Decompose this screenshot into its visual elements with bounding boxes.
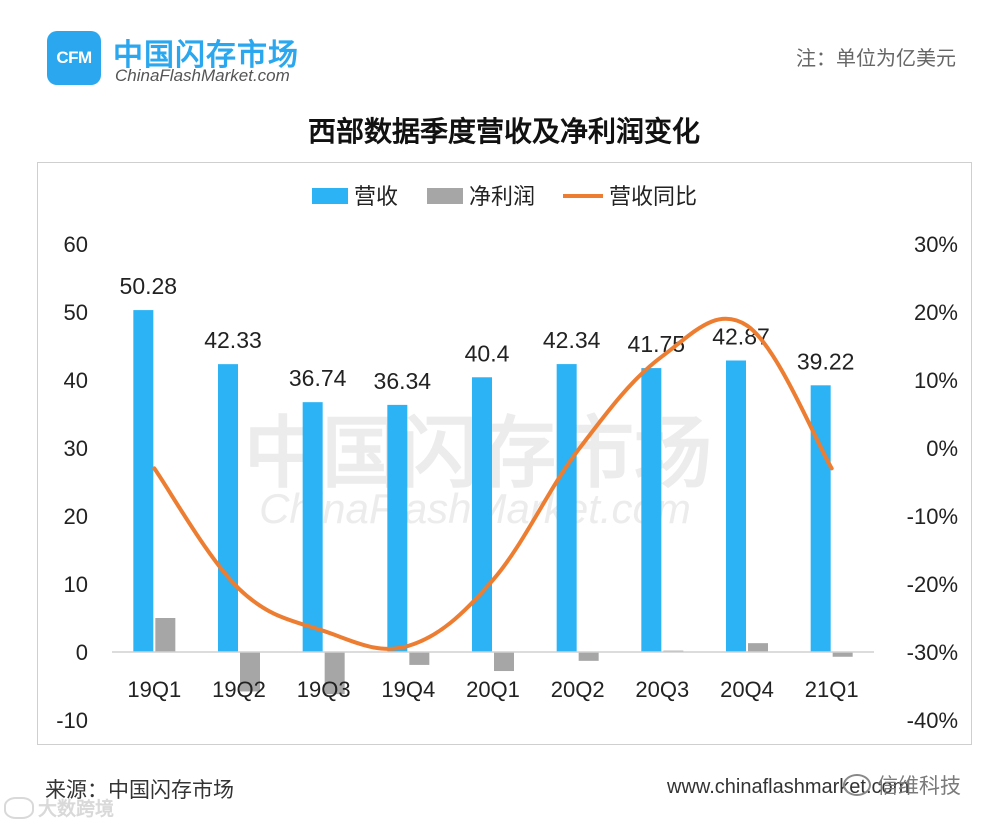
- wechat-label: 信维科技: [877, 774, 961, 798]
- net-profit-bar: [324, 652, 345, 695]
- legend-revenue-swatch: [312, 188, 348, 204]
- y-left-tick-label: -10: [56, 708, 88, 733]
- x-tick-label: 21Q1: [805, 677, 859, 702]
- revenue-bar: [726, 360, 746, 652]
- brand-name-en: ChinaFlashMarket.com: [115, 66, 290, 85]
- y-right-tick-label: -40%: [907, 708, 958, 733]
- x-tick-label: 20Q1: [466, 677, 520, 702]
- yoy-line: [152, 316, 834, 651]
- revenue-data-label: 36.34: [374, 368, 432, 394]
- y-right-tick-label: 30%: [914, 232, 958, 257]
- x-tick-label: 20Q2: [551, 677, 605, 702]
- y-right-tick-label: 0%: [926, 436, 958, 461]
- legend-net-profit-swatch: [427, 188, 463, 204]
- y-left-tick-label: 10: [64, 572, 88, 597]
- chart-title: 西部数据季度营收及净利润变化: [307, 115, 700, 148]
- revenue-data-label: 36.74: [289, 365, 347, 391]
- corner-watermark-text: 大数跨境: [38, 798, 115, 820]
- net-profit-bar: [409, 652, 430, 665]
- brand-logo: CFM: [47, 31, 101, 85]
- revenue-bar: [641, 368, 662, 652]
- revenue-data-label: 39.22: [797, 348, 855, 374]
- x-tick-label: 19Q4: [381, 677, 435, 702]
- revenue-bar: [387, 404, 408, 652]
- y-right-tick-label: 20%: [914, 300, 958, 325]
- x-tick-label: 19Q1: [127, 677, 181, 702]
- y-right-tick-label: -10%: [907, 504, 958, 529]
- wechat-badge: 信维科技: [843, 770, 961, 800]
- legend-yoy-label: 营收同比: [609, 185, 697, 210]
- net-profit-bar: [578, 652, 599, 661]
- y-left-tick-label: 20: [64, 504, 88, 529]
- chart-frame: [37, 162, 972, 745]
- revenue-data-label: 42.33: [204, 327, 262, 353]
- unit-note: 注：单位为亿美元: [796, 46, 956, 70]
- net-profit-bar: [832, 652, 853, 657]
- revenue-data-label: 40.4: [465, 340, 510, 366]
- y-left-tick-label: 0: [76, 640, 88, 665]
- x-tick-label: 19Q3: [297, 677, 351, 702]
- revenue-bar: [302, 402, 323, 652]
- source-text: 来源：中国闪存市场: [45, 778, 234, 802]
- y-right-tick-label: 10%: [914, 368, 958, 393]
- net-profit-bar: [494, 652, 514, 672]
- x-tick-label: 20Q4: [720, 677, 774, 702]
- revenue-bar: [472, 377, 492, 652]
- brand-name-cn: 中国闪存市场: [113, 38, 299, 73]
- corner-watermark: 大数跨境: [4, 794, 114, 821]
- revenue-bar: [133, 310, 154, 652]
- net-profit-bar: [748, 643, 768, 652]
- y-left-tick-label: 50: [64, 300, 88, 325]
- revenue-data-label: 50.28: [120, 273, 178, 299]
- revenue-data-label: 42.34: [543, 327, 601, 353]
- revenue-bar: [218, 364, 238, 652]
- x-tick-label: 19Q2: [212, 677, 266, 702]
- revenue-bar: [556, 364, 577, 652]
- wechat-icon: [843, 774, 871, 796]
- revenue-bar: [810, 385, 831, 652]
- net-profit-bar: [155, 618, 176, 652]
- x-tick-label: 20Q3: [635, 677, 689, 702]
- legend-revenue-label: 营收: [354, 185, 398, 210]
- net-profit-bar: [240, 652, 260, 692]
- watermark-icon: [4, 796, 34, 819]
- legend-net-profit-label: 净利润: [469, 185, 535, 210]
- y-left-tick-label: 30: [64, 436, 88, 461]
- y-right-tick-label: -20%: [907, 572, 958, 597]
- y-right-tick-label: -30%: [907, 640, 958, 665]
- y-left-tick-label: 60: [64, 232, 88, 257]
- y-left-tick-label: 40: [64, 368, 88, 393]
